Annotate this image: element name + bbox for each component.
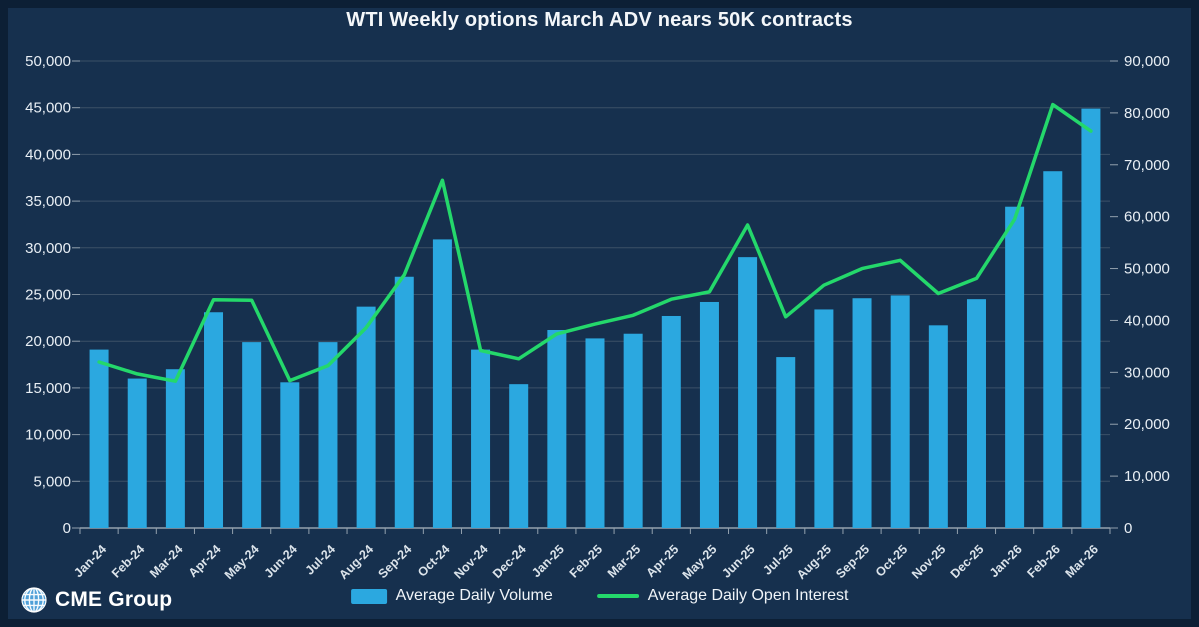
x-axis-label: Mar-25 [605,542,643,580]
x-axis-label: Dec-25 [948,542,987,581]
volume-bar [699,301,719,528]
y-axis-label-right: 20,000 [1124,416,1170,433]
x-axis-label: Sep-24 [375,542,414,581]
x-axis-label: Feb-26 [1025,542,1063,580]
x-axis-label: Jun-25 [719,542,757,580]
open-interest-line [97,102,1093,383]
y-axis-label-right: 50,000 [1124,261,1170,278]
legend-line-swatch-icon [596,594,639,598]
volume-bar [394,276,414,528]
y-axis-label-left: 35,000 [25,193,71,210]
y-axis-label-left: 5,000 [33,473,71,490]
x-axis-label: Oct-24 [415,542,452,579]
x-axis-label: Dec-24 [490,542,529,581]
volume-bar [852,298,872,528]
legend-bar-swatch-icon [350,588,387,604]
x-axis-label: Sep-25 [833,542,872,581]
globe-icon [21,587,47,613]
volume-bar [814,309,834,528]
y-axis-label-left: 0 [63,520,71,537]
volume-bar [165,369,185,528]
y-axis-label-left: 45,000 [25,100,71,117]
volume-bar [1005,206,1025,529]
volume-bar [966,299,986,528]
volume-bar [242,342,262,528]
legend-item-open-interest: Average Daily Open Interest [596,587,849,605]
y-axis-label-left: 20,000 [25,333,71,350]
x-axis-label: Jan-25 [529,542,567,580]
volume-bar [432,239,452,529]
x-axis-label: Aug-24 [336,542,376,582]
volume-bar [509,384,529,528]
x-axis-label: Mar-26 [1063,542,1101,580]
volume-bar [738,257,758,528]
y-axis-label-left: 30,000 [25,240,71,257]
volume-bar [127,378,147,528]
x-axis-label: Aug-25 [794,542,834,582]
y-axis-label-left: 40,000 [25,146,71,163]
y-axis-label-left: 50,000 [25,53,71,70]
y-axis-label-right: 40,000 [1124,312,1170,329]
legend-volume-label: Average Daily Volume [395,587,553,604]
volume-bar [89,349,109,528]
x-axis-label: Jan-26 [987,542,1025,580]
cme-group-logo: CME Group [20,586,172,614]
y-axis-label-right: 60,000 [1124,209,1170,226]
x-axis-label: Nov-25 [909,542,948,581]
y-axis-label-right: 70,000 [1124,157,1170,174]
y-axis-label-right: 80,000 [1124,105,1170,122]
y-axis-label-right: 90,000 [1124,53,1170,70]
x-axis-label: Jan-24 [71,542,109,580]
legend-open-interest-label: Average Daily Open Interest [647,587,849,604]
x-axis-label: Feb-24 [109,542,147,580]
legend-item-volume: Average Daily Volume [350,587,553,605]
chart-legend: Average Daily Volume Average Daily Open … [350,587,849,605]
x-axis-label: Apr-24 [186,542,224,580]
y-axis-label-right: 0 [1124,520,1132,537]
x-axis-label: May-24 [222,542,262,582]
chart-title: WTI Weekly options March ADV nears 50K c… [346,9,853,31]
volume-bar [204,312,224,528]
volume-bar [776,357,796,528]
x-axis-label: Oct-25 [873,542,910,579]
x-axis-label: Feb-25 [567,542,605,580]
volume-bar [547,329,567,528]
x-axis-label: Jul-24 [303,542,338,577]
volume-bar [1081,108,1101,528]
volume-bar [928,325,948,528]
volume-bar [890,295,910,528]
volume-bar [661,315,681,528]
x-axis-label: Nov-24 [451,542,490,581]
logo-text: CME Group [55,588,173,611]
volume-bar [623,333,643,528]
y-axis-label-right: 10,000 [1124,468,1170,485]
y-axis-label-left: 10,000 [25,427,71,444]
x-axis-label: Apr-25 [644,542,682,580]
volume-bar [356,306,376,528]
x-axis-label: Mar-24 [147,542,185,580]
y-axis-label-right: 30,000 [1124,364,1170,381]
volume-bar [318,342,338,528]
volume-bar [471,349,491,528]
volume-bar [1043,171,1063,528]
y-axis-label-left: 15,000 [25,380,71,397]
x-axis-label: Jul-25 [760,542,795,577]
volume-bar [585,338,605,528]
x-axis-label: Jun-24 [262,542,300,580]
volume-bar [280,382,300,528]
x-axis-label: May-25 [680,542,720,582]
y-axis-label-left: 25,000 [25,287,71,304]
